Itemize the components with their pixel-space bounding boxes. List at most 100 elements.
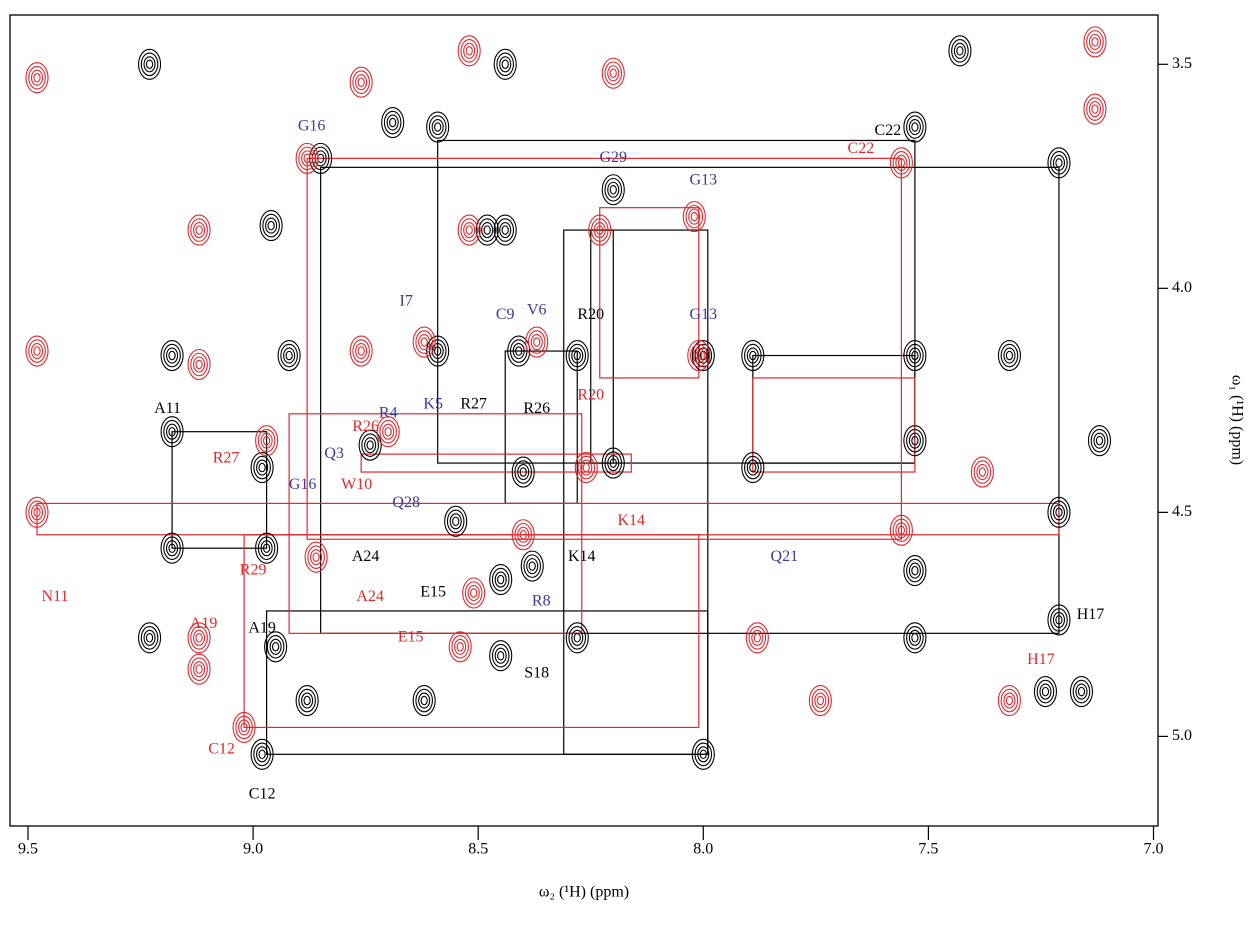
contour-ring <box>317 153 325 164</box>
peak <box>304 541 328 573</box>
contour-ring <box>695 350 703 361</box>
contour-ring <box>688 208 701 225</box>
contour-ring <box>304 541 328 573</box>
contour-ring <box>908 629 921 646</box>
contour-ring <box>444 505 468 537</box>
connection <box>590 229 614 464</box>
contour-ring <box>250 738 274 770</box>
contour-ring <box>491 567 510 592</box>
contour-ring <box>259 210 283 242</box>
contour-ring <box>295 142 319 174</box>
peak <box>525 326 549 358</box>
peak <box>1047 604 1071 636</box>
peak-label: A19 <box>190 615 218 632</box>
contour-ring <box>462 577 486 609</box>
contour-ring <box>903 555 927 587</box>
contour-ring <box>420 337 428 347</box>
contour-ring <box>997 684 1021 717</box>
contour-ring <box>690 211 698 222</box>
contour-ring <box>262 213 280 238</box>
contour-ring <box>511 456 535 488</box>
contour-ring <box>1055 615 1063 625</box>
contour-ring <box>1036 679 1055 704</box>
contour-ring <box>746 347 759 364</box>
contour-ring <box>571 629 584 646</box>
contour-ring <box>381 106 405 139</box>
contour-ring <box>420 695 428 706</box>
contour-ring <box>277 339 301 372</box>
contour-ring <box>493 214 517 246</box>
contour-ring <box>238 719 251 736</box>
contour-ring <box>253 455 271 480</box>
contour-ring <box>519 467 527 477</box>
contour-ring <box>751 629 764 646</box>
peak-label: R8 <box>532 593 551 610</box>
contour-ring <box>166 540 179 557</box>
peak <box>457 214 481 246</box>
peak <box>25 496 49 528</box>
contour-ring <box>976 463 989 481</box>
peak <box>507 335 531 367</box>
contour-ring <box>970 456 994 488</box>
contour-ring <box>1091 104 1099 114</box>
contour-ring <box>415 688 433 713</box>
contour-ring <box>609 458 617 468</box>
contour-ring <box>1033 676 1058 708</box>
peak <box>376 416 400 448</box>
peak <box>160 416 184 448</box>
contour-ring <box>1003 692 1016 709</box>
peak-label: A24 <box>356 588 384 605</box>
contour-ring <box>525 326 549 358</box>
contour-ring <box>816 695 824 706</box>
contour-ring <box>741 451 765 484</box>
peak-label: C9 <box>496 306 515 323</box>
contour-ring <box>1088 33 1102 50</box>
peak <box>997 684 1021 717</box>
peak <box>250 738 274 770</box>
contour-ring <box>143 56 156 73</box>
contour-ring <box>160 339 184 372</box>
contour-ring <box>454 638 467 655</box>
peak <box>412 326 436 358</box>
peak <box>250 451 274 484</box>
peak <box>588 214 612 246</box>
contour-ring <box>426 335 450 367</box>
contour-ring <box>301 692 314 709</box>
y-axis-label: ω₁ (¹H) (ppm) <box>1228 375 1245 465</box>
contour-ring <box>389 117 397 128</box>
contour-ring <box>256 746 269 763</box>
contour-ring <box>190 657 208 681</box>
contour-ring <box>906 343 924 368</box>
contour-ring <box>357 77 365 87</box>
connection <box>171 431 268 549</box>
peak-label: G16 <box>289 476 317 493</box>
contour-ring <box>590 218 609 242</box>
contour-ring <box>517 463 530 481</box>
contour-ring <box>515 346 523 356</box>
connection <box>599 207 700 379</box>
contour-ring <box>240 722 248 733</box>
peak <box>489 640 513 672</box>
contour-ring <box>280 343 298 368</box>
contour-ring <box>25 62 49 94</box>
contour-ring <box>601 174 625 206</box>
contour-ring <box>190 218 208 242</box>
contour-ring <box>463 42 476 59</box>
contour-ring <box>431 342 444 360</box>
contour-ring <box>352 70 370 95</box>
contour-ring <box>1005 695 1014 706</box>
contour-ring <box>140 626 159 650</box>
contour-ring <box>253 742 271 767</box>
peak <box>511 456 535 488</box>
peak-label: R29 <box>240 561 267 578</box>
contour-ring <box>190 626 208 650</box>
contour-ring <box>168 543 176 553</box>
x-tick-label: 9.0 <box>243 841 263 858</box>
contour-ring <box>1039 683 1052 700</box>
contour-ring <box>745 622 769 654</box>
y-tick-label: 4.0 <box>1172 279 1192 296</box>
contour-ring <box>349 335 373 367</box>
contour-ring <box>452 516 460 527</box>
contour-ring <box>694 742 713 767</box>
peak-label: A19 <box>248 620 276 637</box>
